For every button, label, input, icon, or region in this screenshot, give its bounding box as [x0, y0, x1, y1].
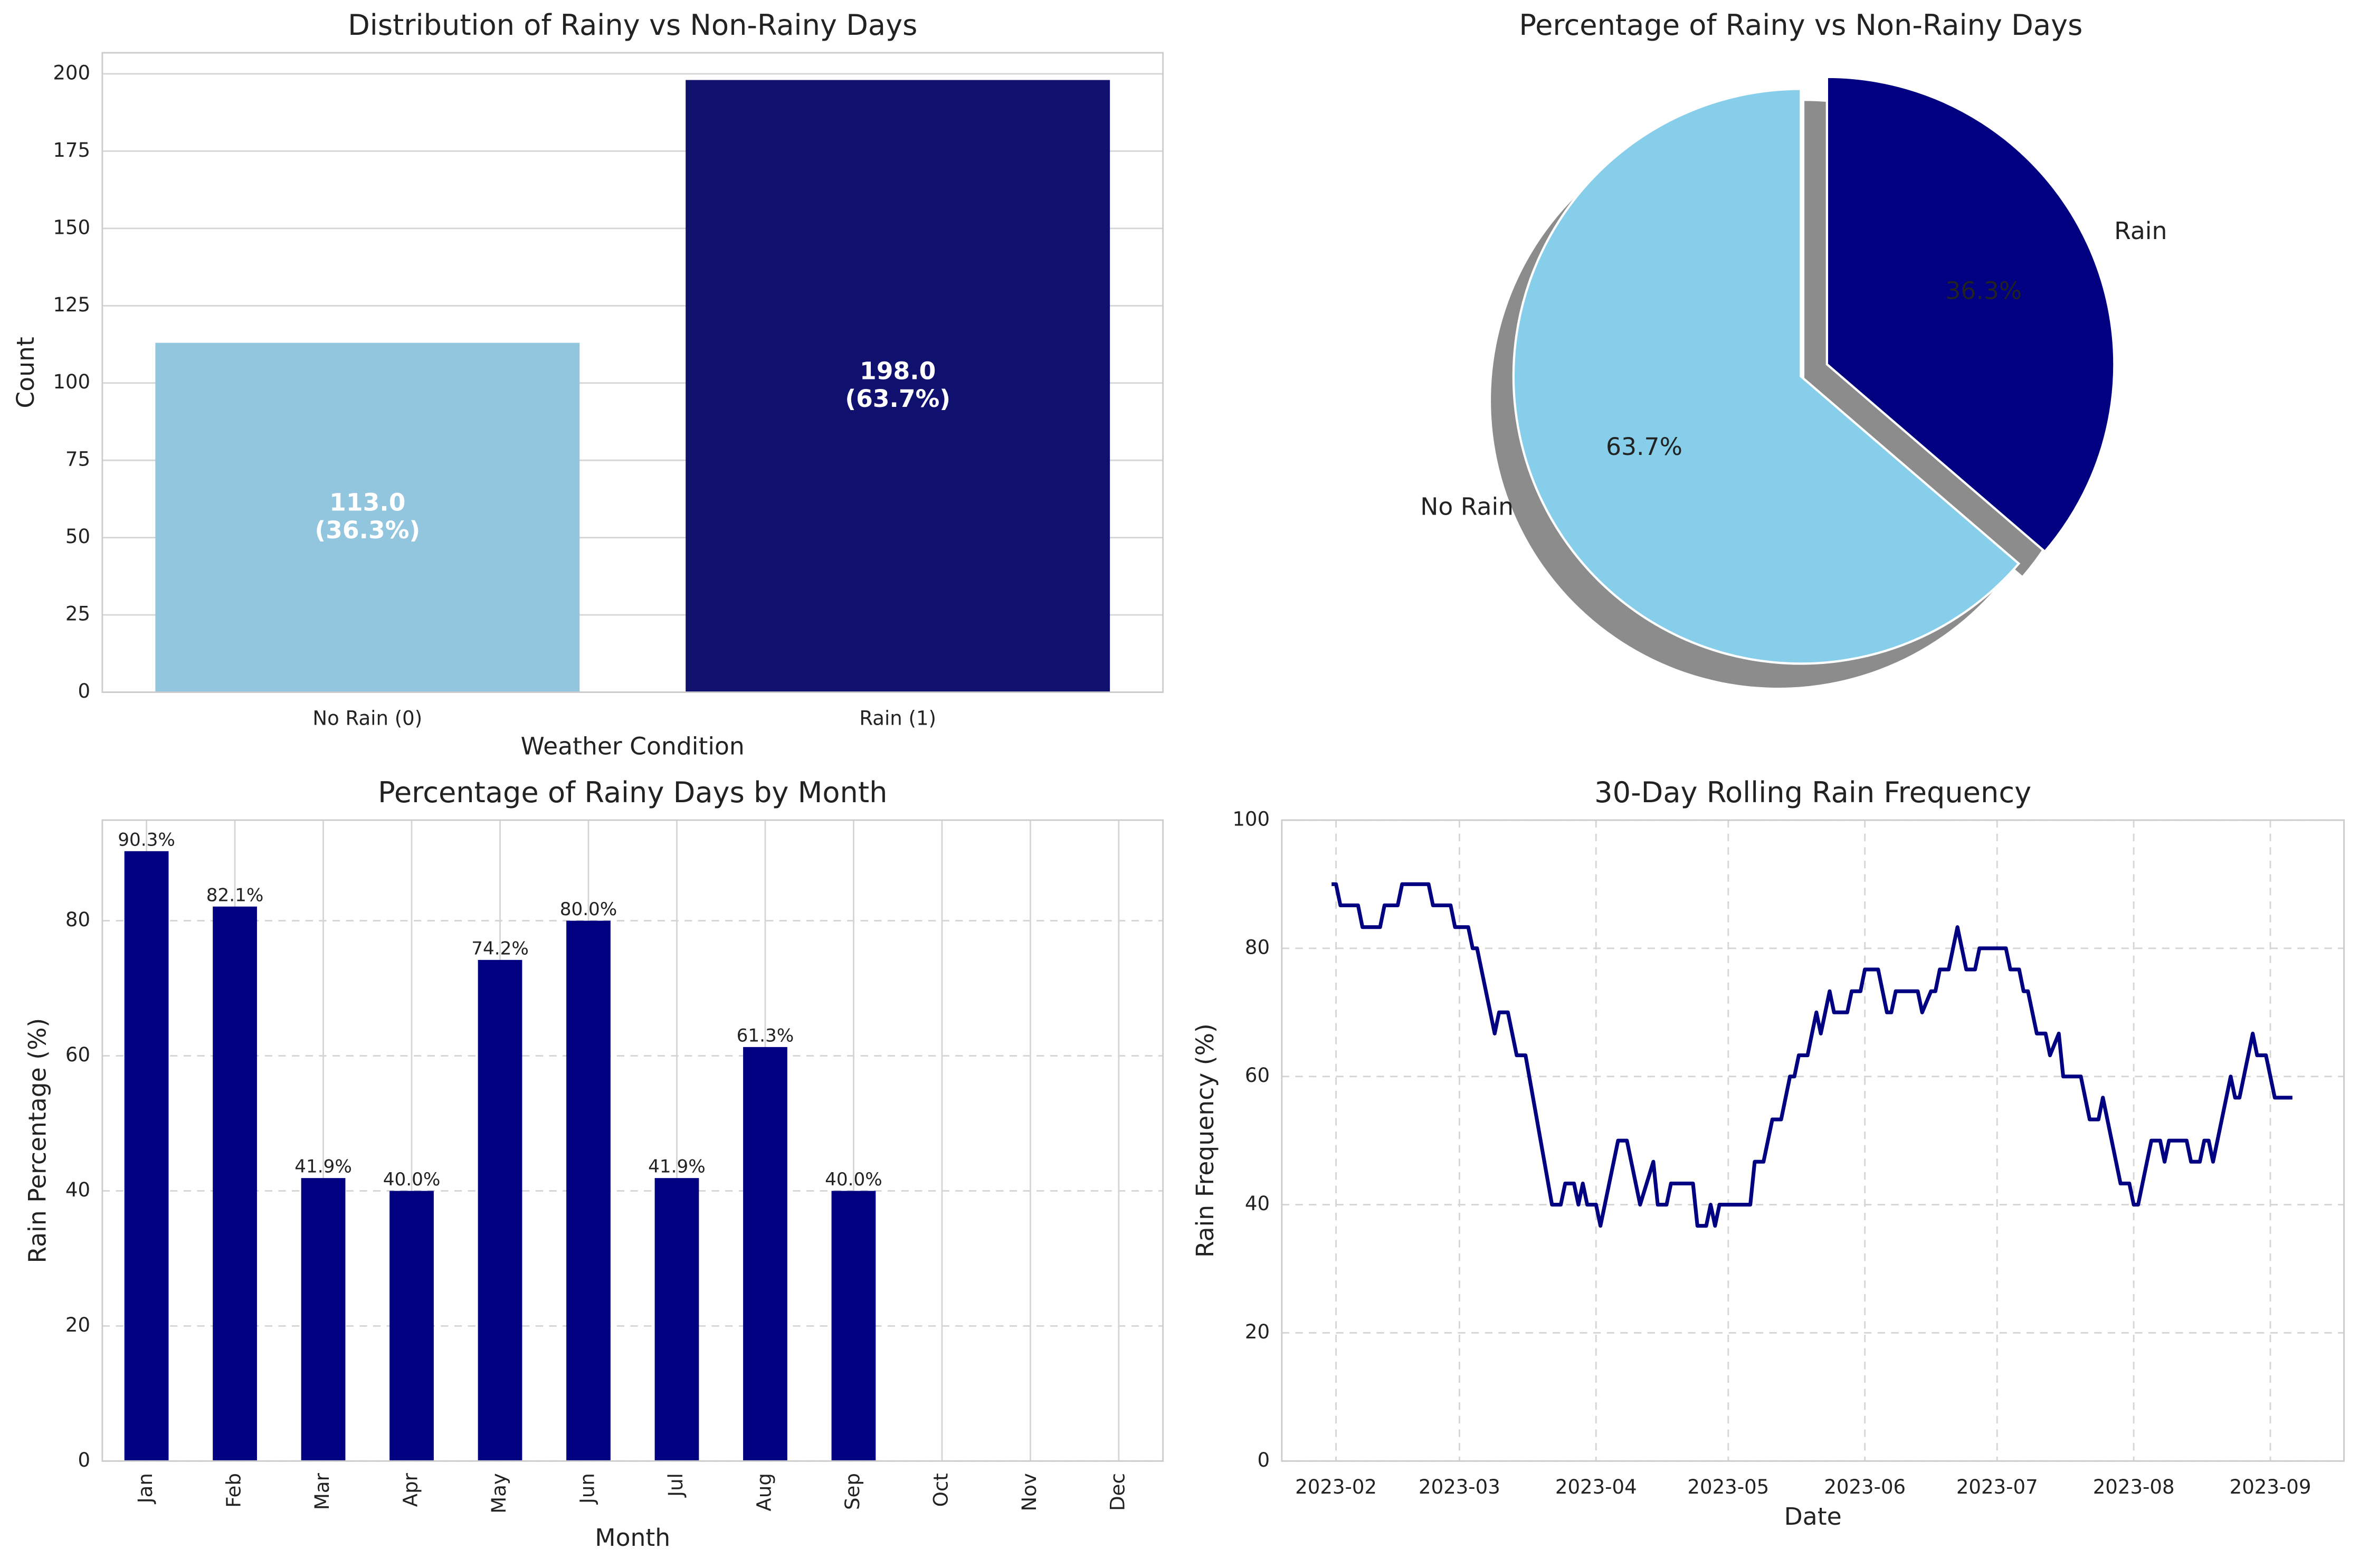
axes-border: [1281, 819, 2345, 1462]
bar: [389, 1191, 434, 1461]
bar: [301, 1178, 346, 1461]
bar-value-label: 41.9%: [648, 1156, 706, 1177]
y-tick-label: 60: [1245, 1064, 1270, 1087]
x-tick-label: Jun: [576, 1473, 599, 1505]
bar-value-label: 198.0 (63.7%): [845, 357, 950, 412]
y-tick-label: 50: [65, 525, 90, 548]
x-tick-label: 2023-05: [1687, 1476, 1769, 1498]
y-tick-label: 75: [65, 448, 90, 471]
x-tick-label: Apr: [399, 1472, 422, 1507]
x-tick-label: 2023-02: [1295, 1476, 1377, 1498]
y-tick-label: 200: [53, 61, 90, 84]
x-tick-label: Sep: [841, 1473, 864, 1510]
bar: [743, 1047, 787, 1461]
line: [1331, 882, 2293, 1228]
x-tick-label: Feb: [223, 1473, 245, 1508]
bar: [831, 1191, 876, 1461]
x-tick-label: Mar: [311, 1472, 334, 1510]
chart-title: Distribution of Rainy vs Non-Rainy Days: [348, 8, 917, 42]
y-tick-label: 60: [65, 1043, 90, 1066]
x-axis-label: Date: [1784, 1503, 1842, 1531]
x-tick-label: Rain (1): [859, 707, 936, 729]
pie-value-label: 36.3%: [1945, 277, 2022, 305]
axes-background: [102, 820, 1163, 1461]
x-tick-label: 2023-06: [1824, 1476, 1906, 1498]
y-tick-label: 20: [65, 1314, 90, 1336]
bar: [124, 851, 169, 1461]
y-tick-label: 0: [1257, 1449, 1270, 1471]
x-tick-label: Oct: [929, 1473, 952, 1507]
bar-value-label: 40.0%: [383, 1169, 441, 1190]
bar-value-label: 113.0 (36.3%): [315, 488, 420, 544]
y-tick-label: 125: [53, 293, 90, 316]
y-tick-label: 20: [1245, 1320, 1270, 1343]
y-axis-label: Rain Frequency (%): [1191, 1023, 1219, 1258]
x-tick-label: Jul: [664, 1473, 687, 1498]
bar-value-label: 82.1%: [206, 885, 264, 906]
bar-value-label: 40.0%: [825, 1169, 882, 1190]
x-axis-label: Month: [595, 1524, 670, 1552]
bar: [478, 959, 522, 1461]
bar: [566, 920, 611, 1461]
bar-value-label: 90.3%: [118, 829, 175, 850]
x-tick-label: 2023-04: [1555, 1476, 1637, 1498]
pie-slice: [1512, 88, 2021, 665]
x-tick-label: May: [488, 1473, 510, 1514]
bar: [654, 1178, 699, 1461]
x-tick-label: 2023-09: [2230, 1476, 2312, 1498]
axes-border: [101, 52, 1164, 693]
y-tick-label: 175: [53, 139, 90, 161]
y-tick-label: 40: [65, 1179, 90, 1201]
y-tick-label: 25: [65, 603, 90, 625]
y-tick-label: 100: [1232, 807, 1270, 830]
bar: [213, 906, 257, 1461]
chart-title: Percentage of Rainy vs Non-Rainy Days: [1519, 8, 2082, 42]
y-tick-label: 40: [1245, 1192, 1270, 1215]
x-tick-label: 2023-08: [2093, 1476, 2175, 1498]
bar-value-label: 80.0%: [560, 899, 617, 920]
x-tick-label: Jan: [134, 1473, 157, 1504]
x-tick-label: Dec: [1106, 1473, 1129, 1511]
bar-value-label: 41.9%: [294, 1156, 352, 1177]
y-tick-label: 0: [78, 680, 90, 702]
pie-label: Rain: [2114, 217, 2167, 245]
x-tick-label: No Rain (0): [312, 707, 422, 729]
y-tick-label: 0: [78, 1449, 90, 1471]
pie-slice: [1825, 75, 2116, 554]
bar: [686, 80, 1110, 692]
y-tick-label: 100: [53, 370, 90, 393]
chart-title: Percentage of Rainy Days by Month: [378, 776, 887, 809]
x-tick-label: Aug: [753, 1473, 775, 1511]
y-tick-label: 80: [65, 908, 90, 931]
x-axis-label: Weather Condition: [521, 733, 745, 761]
y-tick-label: 80: [1245, 936, 1270, 958]
pie-label: No Rain: [1420, 492, 1514, 520]
y-tick-label: 150: [53, 216, 90, 239]
x-tick-label: 2023-07: [1956, 1476, 2038, 1498]
y-axis-label: Rain Percentage (%): [24, 1018, 52, 1263]
axes-border: [101, 819, 1164, 1462]
bar-value-label: 74.2%: [471, 938, 529, 959]
bar-value-label: 61.3%: [737, 1025, 794, 1046]
x-tick-label: 2023-03: [1419, 1476, 1500, 1498]
y-axis-label: Count: [12, 337, 40, 408]
bar: [155, 343, 580, 692]
x-tick-label: Nov: [1018, 1473, 1041, 1511]
chart-title: 30-Day Rolling Rain Frequency: [1594, 776, 2031, 809]
pie-value-label: 63.7%: [1606, 433, 1682, 461]
